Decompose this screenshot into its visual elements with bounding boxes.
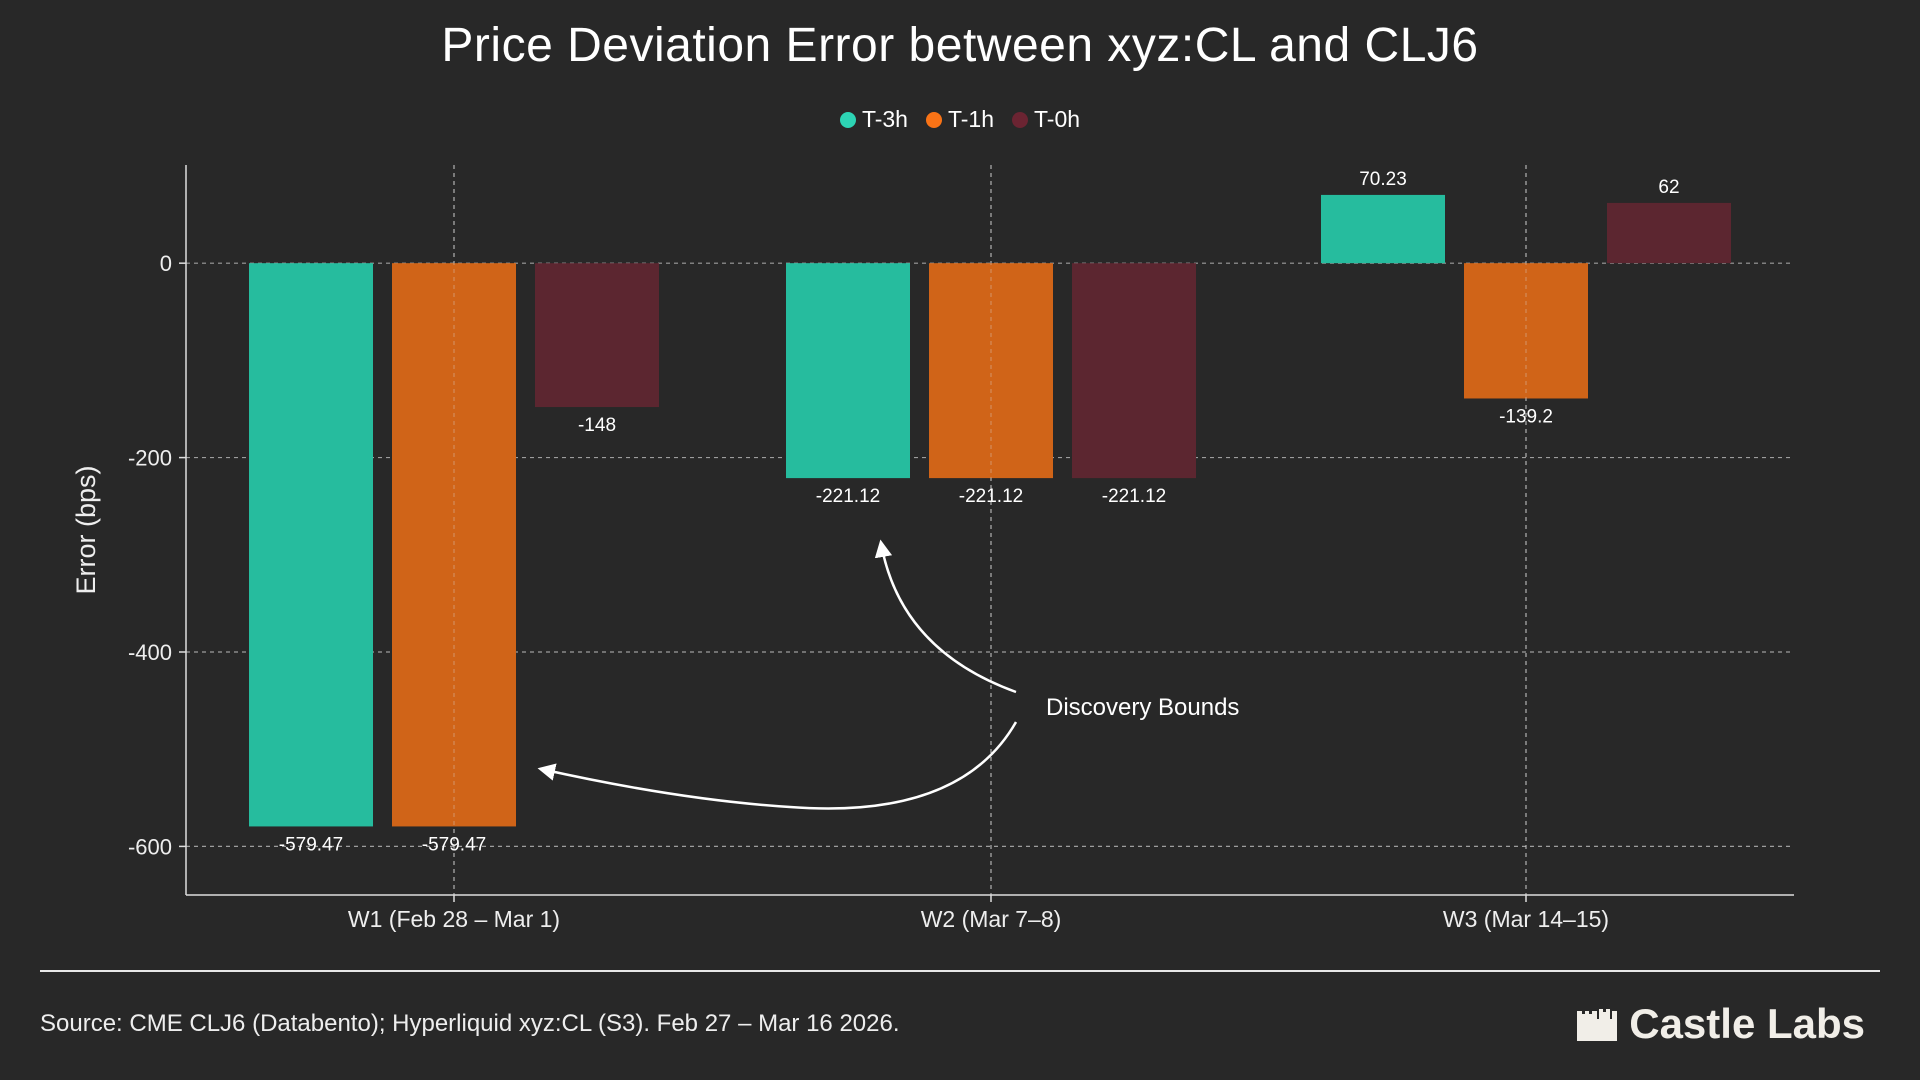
- logo: Castle Labs: [1577, 1000, 1865, 1048]
- footer-divider: [40, 970, 1880, 972]
- y-tick-label: 0: [160, 251, 172, 276]
- chart-title: Price Deviation Error between xyz:CL and…: [441, 19, 1479, 72]
- legend-item: T-1h: [925, 106, 995, 133]
- data-label: -221.12: [1102, 486, 1166, 507]
- data-label: -221.12: [959, 486, 1023, 507]
- bar: [1072, 263, 1196, 479]
- logo-text: Castle Labs: [1629, 1000, 1865, 1047]
- x-tick-label: W1 (Feb 28 – Mar 1): [348, 906, 560, 932]
- bar-chart: 0 -200 -400 -600 -579.47 -221.12 70.23 -579.47 -…: [71, 165, 1794, 932]
- x-tick-label: W2 (Mar 7–8): [921, 906, 1062, 932]
- bar: [535, 263, 659, 408]
- y-tick-label: -400: [128, 640, 172, 665]
- y-tick-label: -200: [128, 446, 172, 471]
- data-label: 62: [1658, 177, 1679, 198]
- data-label: -148: [578, 415, 616, 436]
- legend-swatch: [1012, 111, 1029, 128]
- bar: [249, 263, 373, 827]
- bar: [392, 263, 516, 827]
- bar: [786, 263, 910, 479]
- x-tick-label: W3 (Mar 14–15): [1443, 906, 1609, 932]
- data-label: 70.23: [1359, 169, 1407, 190]
- bar: [1464, 263, 1588, 399]
- source-note: Source: CME CLJ6 (Databento); Hyperliqui…: [40, 1010, 900, 1037]
- legend-swatch: [839, 111, 856, 128]
- data-label: -579.47: [279, 834, 343, 855]
- legend-item: T-3h: [839, 106, 908, 133]
- y-axis-label: Error (bps): [71, 465, 101, 594]
- legend-label: T-3h: [861, 106, 908, 132]
- annotation-arrow: [537, 721, 1018, 810]
- legend-item: T-0h: [1012, 106, 1080, 133]
- data-label: -579.47: [422, 834, 486, 855]
- legend: T-3h T-1h T-0h: [0, 106, 1920, 133]
- annotation-text: Discovery Bounds: [1046, 694, 1239, 721]
- data-label: -139.2: [1499, 406, 1553, 427]
- annotation-arrow: [874, 539, 1017, 694]
- legend-label: T-1h: [947, 106, 995, 132]
- legend-label: T-0h: [1034, 106, 1081, 132]
- bar: [929, 263, 1053, 479]
- y-tick-label: -600: [128, 834, 172, 859]
- castle-icon: [1577, 1009, 1618, 1041]
- data-label: -221.12: [816, 486, 880, 507]
- bar: [1607, 202, 1731, 264]
- bar: [1321, 194, 1445, 264]
- legend-swatch: [925, 111, 942, 128]
